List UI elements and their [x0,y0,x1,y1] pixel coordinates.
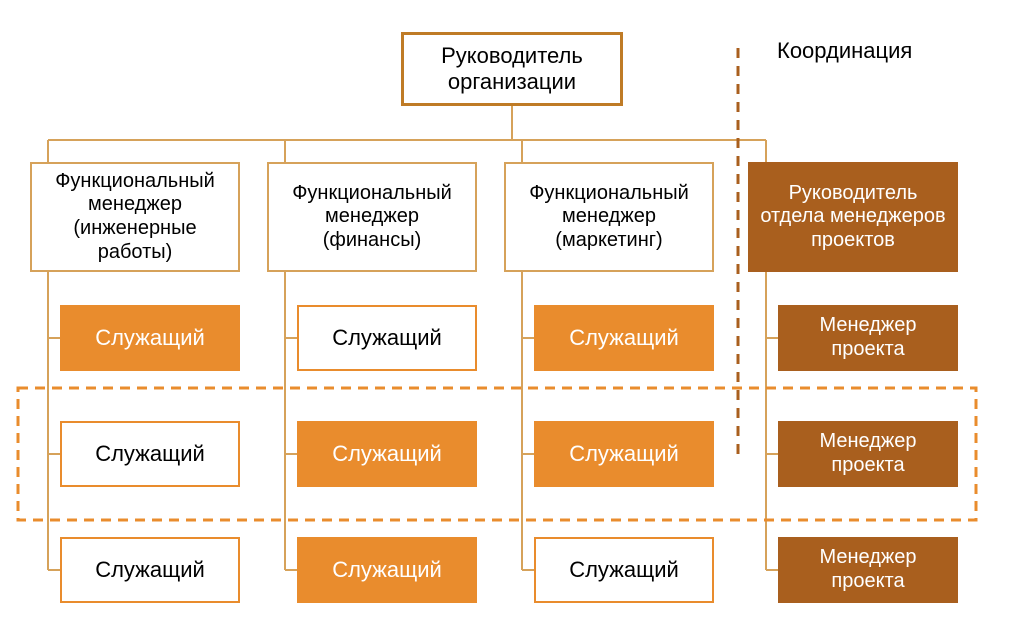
col-pm-sub-0: Менеджер проекта [778,305,958,371]
col-marketing-sub-1: Служащий [534,421,714,487]
coordination-label: Координация [777,36,997,66]
col-engineering-sub-2: Служащий [60,537,240,603]
col-finance-sub-1: Служащий [297,421,477,487]
col-engineering-sub-1-label: Служащий [95,441,205,467]
col-finance-sub-0: Служащий [297,305,477,371]
col-finance-sub-2: Служащий [297,537,477,603]
root-label: Руководитель организации [410,43,614,95]
col-marketing-manager-label: Функциональный менеджер (маркетинг) [512,182,706,253]
col-pm-manager: Руководитель отдела менеджеров проектов [748,162,958,272]
col-finance-sub-1-label: Служащий [332,441,442,467]
col-finance-sub-0-label: Служащий [332,325,442,351]
col-engineering-manager: Функциональный менеджер (инженерные рабо… [30,162,240,272]
col-marketing-manager: Функциональный менеджер (маркетинг) [504,162,714,272]
col-marketing-sub-2-label: Служащий [569,557,679,583]
col-pm-sub-2-label: Менеджер проекта [786,546,950,593]
col-pm-sub-1-label: Менеджер проекта [786,430,950,477]
col-pm-sub-1: Менеджер проекта [778,421,958,487]
col-marketing-sub-2: Служащий [534,537,714,603]
root-node: Руководитель организации [401,32,623,106]
col-engineering-sub-0: Служащий [60,305,240,371]
col-finance-sub-2-label: Служащий [332,557,442,583]
col-engineering-manager-label: Функциональный менеджер (инженерные рабо… [38,170,232,264]
col-engineering-sub-1: Служащий [60,421,240,487]
col-finance-manager-label: Функциональный менеджер (финансы) [275,182,469,253]
org-chart-canvas: Руководитель организации Координация Фун… [0,0,1022,631]
col-marketing-sub-0-label: Служащий [569,325,679,351]
coordination-text: Координация [777,38,912,64]
col-marketing-sub-1-label: Служащий [569,441,679,467]
col-pm-sub-2: Менеджер проекта [778,537,958,603]
col-marketing-sub-0: Служащий [534,305,714,371]
col-finance-manager: Функциональный менеджер (финансы) [267,162,477,272]
col-engineering-sub-2-label: Служащий [95,557,205,583]
col-pm-sub-0-label: Менеджер проекта [786,314,950,361]
col-engineering-sub-0-label: Служащий [95,325,205,351]
col-pm-manager-label: Руководитель отдела менеджеров проектов [756,182,950,253]
